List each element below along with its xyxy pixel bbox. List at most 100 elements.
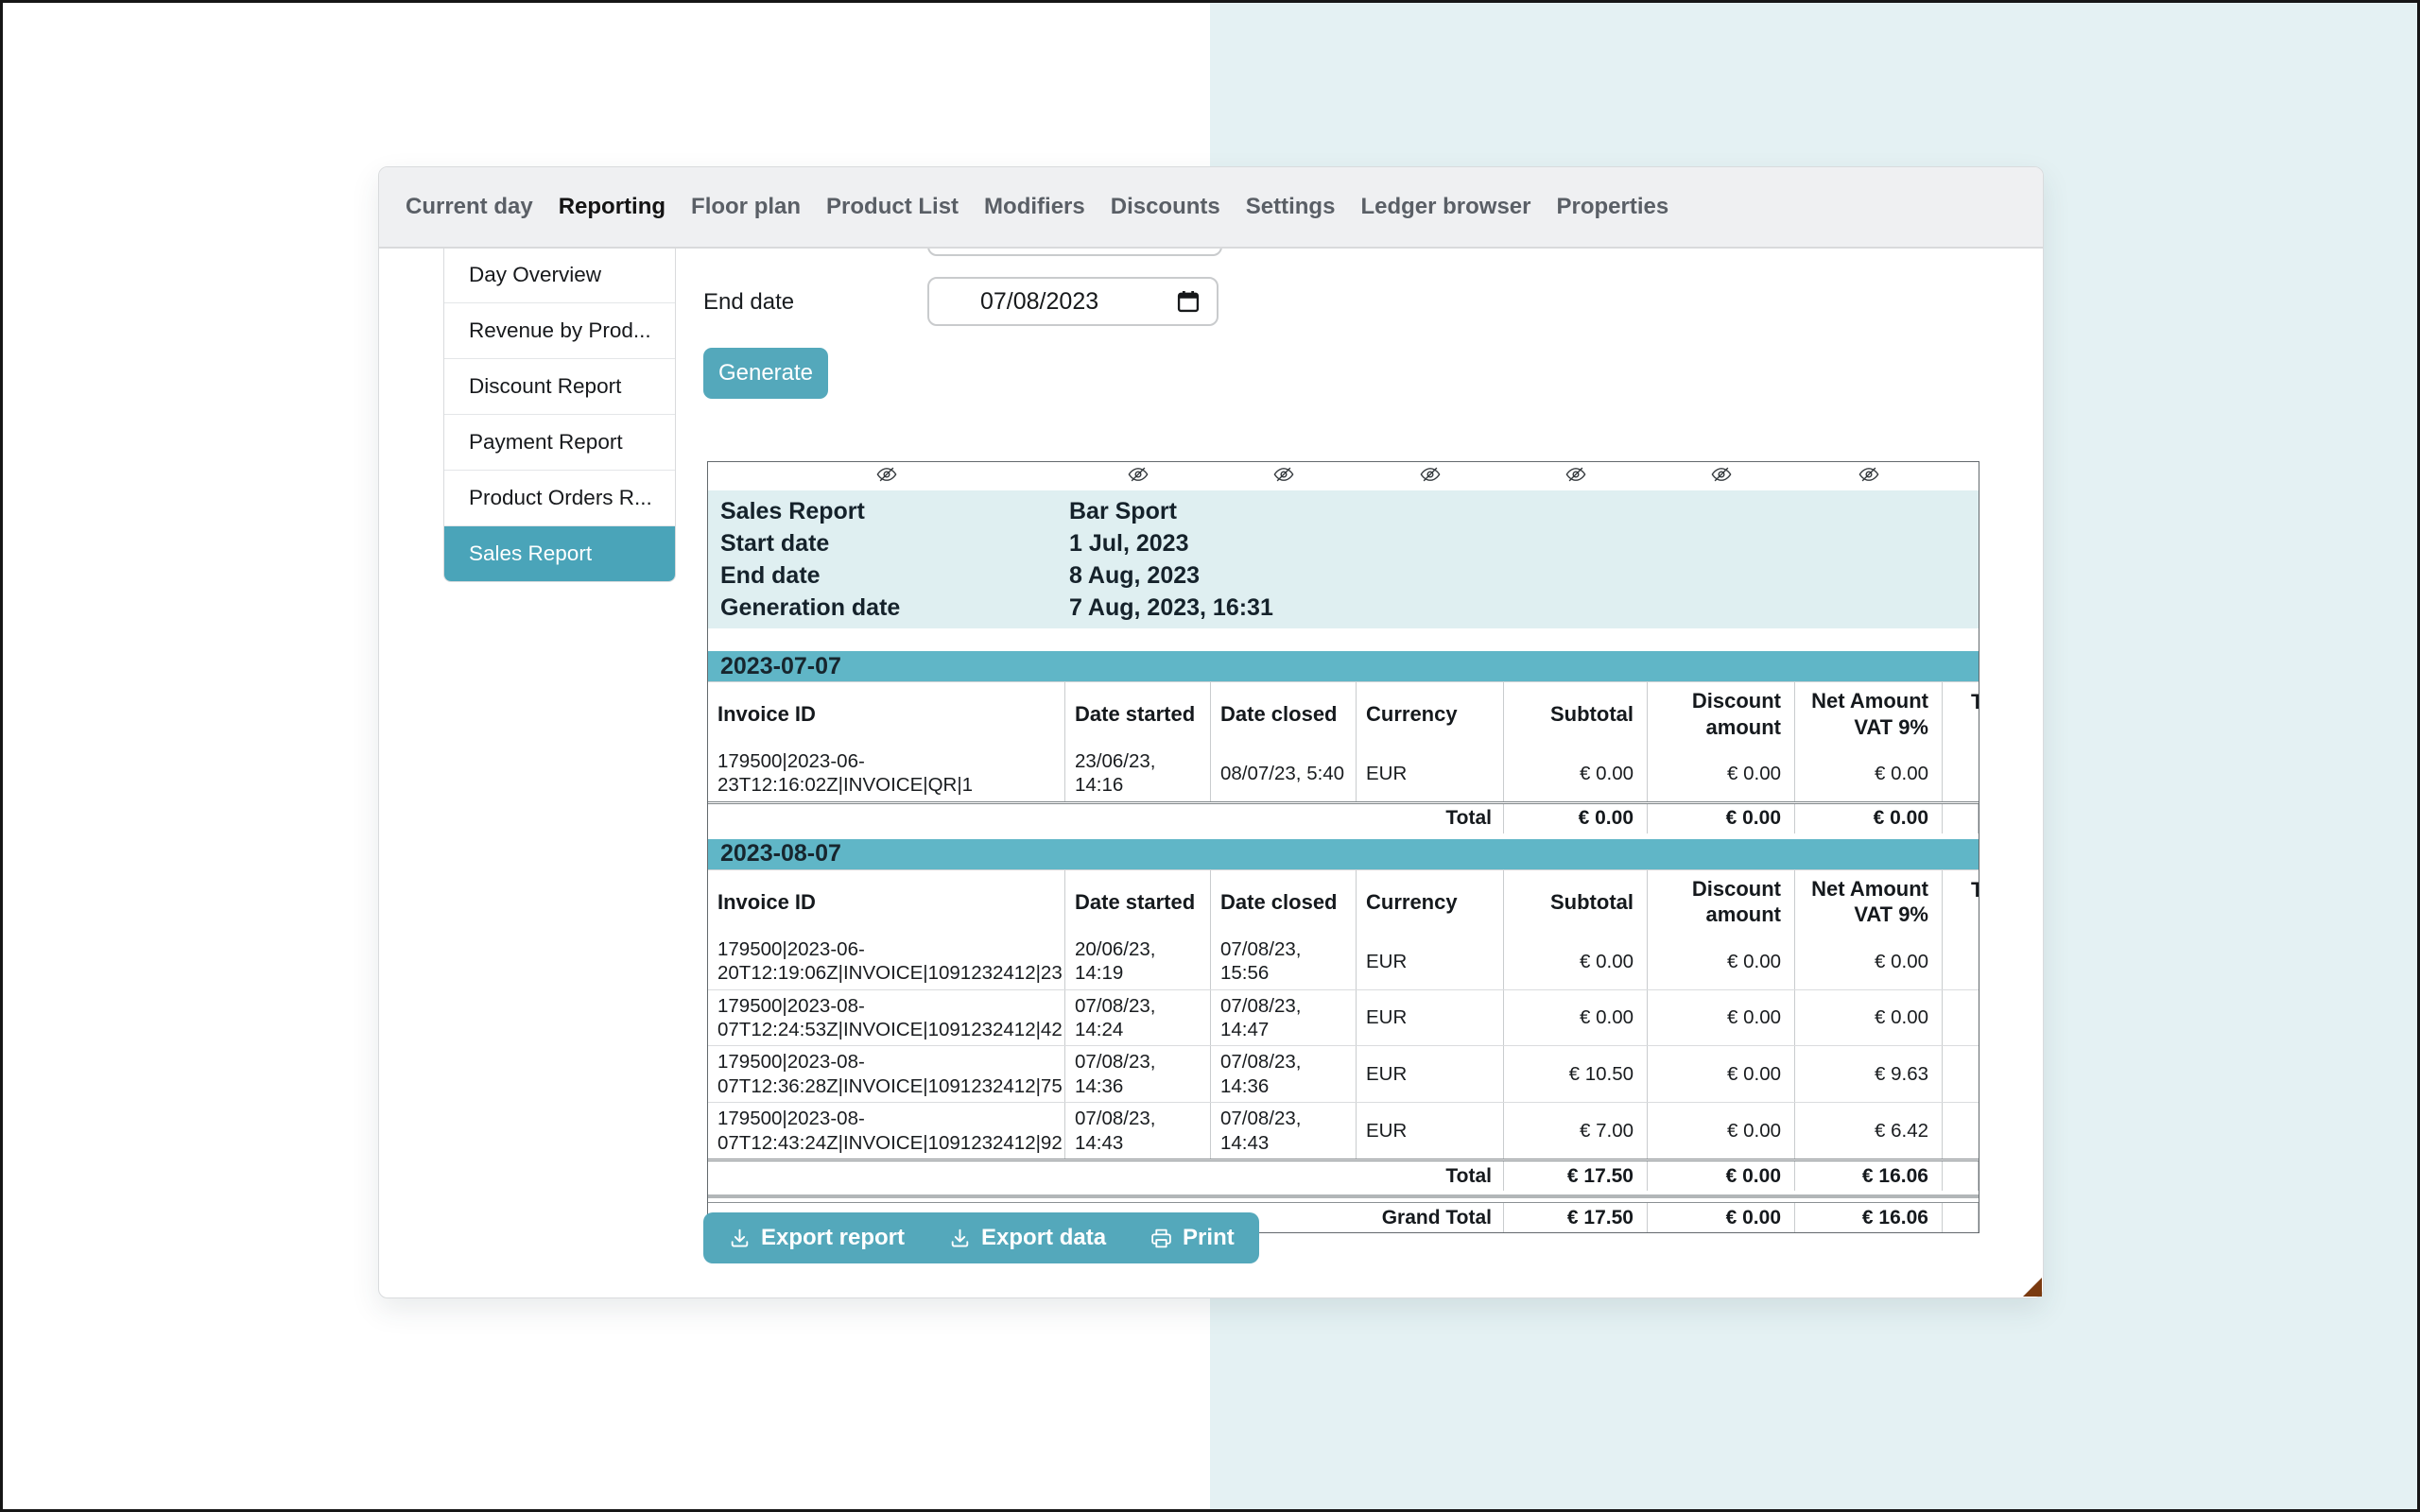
column-visibility-toggle-net-amount-vat-9[interactable] <box>1795 462 1943 490</box>
grand-total-discount: € 0.00 <box>1648 1203 1795 1233</box>
cell-clipped <box>1943 803 1979 833</box>
grand-total-row: Grand Total € 17.50 € 0.00 € 16.06 <box>708 1202 1979 1233</box>
column-header-currency: Currency <box>1357 869 1504 934</box>
nav-tab-discounts[interactable]: Discounts <box>1110 194 1220 219</box>
printer-icon <box>1151 1228 1171 1247</box>
cell-currency: EUR <box>1357 746 1504 801</box>
export-report-button[interactable]: Export report <box>728 1225 905 1251</box>
meta-row: Sales Report Bar Sport <box>708 495 1979 527</box>
nav-tab-product-list[interactable]: Product List <box>826 194 959 219</box>
cell-net: € 0.00 <box>1795 746 1943 801</box>
cell-started: 07/08/23, 14:24 <box>1065 989 1211 1046</box>
top-navigation: Current day Reporting Floor plan Product Li… <box>379 167 2043 249</box>
cell-subtotal: € 0.00 <box>1504 746 1648 801</box>
report-sidebar: Day Overview Revenue by Prod... Discount R… <box>443 233 676 582</box>
sidebar-item-sales-report[interactable]: Sales Report <box>444 526 675 581</box>
grand-total-label: Grand Total <box>708 1203 1504 1233</box>
generate-button[interactable]: Generate <box>703 348 828 399</box>
sales-report-table: Sales Report Bar Sport Start date 1 Jul, 20… <box>707 461 1979 1234</box>
meta-value: 1 Jul, 2023 <box>1069 529 1189 557</box>
meta-label: End date <box>720 561 821 589</box>
cell-subtotal: € 0.00 <box>1504 933 1648 989</box>
cell-currency: EUR <box>1357 933 1504 989</box>
column-visibility-toggle-date-started[interactable] <box>1065 462 1211 490</box>
total-discount: € 0.00 <box>1648 1161 1795 1192</box>
total-subtotal: € 0.00 <box>1504 803 1648 833</box>
eye-off-icon <box>1420 464 1441 490</box>
cell-clipped <box>1943 934 1979 989</box>
column-header-subtotal: Subtotal <box>1504 682 1648 746</box>
cell-discount: € 0.00 <box>1648 933 1795 989</box>
meta-label: Sales Report <box>720 497 865 524</box>
cell-clipped <box>1943 990 1979 1046</box>
total-subtotal: € 17.50 <box>1504 1161 1648 1192</box>
end-date-input[interactable]: 07/08/2023 <box>927 277 1219 326</box>
sidebar-item-discount-report[interactable]: Discount Report <box>444 359 675 415</box>
cell-currency: EUR <box>1357 1103 1504 1160</box>
invoice-row: 179500|2023-06- 23T12:16:02Z|INVOICE|QR|… <box>708 746 1979 801</box>
meta-value: Bar Sport <box>1069 497 1177 524</box>
column-header-currency: Currency <box>1357 682 1504 746</box>
nav-tab-ledger-browser[interactable]: Ledger browser <box>1360 194 1531 219</box>
sidebar-item-payment-report[interactable]: Payment Report <box>444 415 675 471</box>
column-header-invoice-id: Invoice ID <box>708 682 1065 746</box>
column-header-row: Invoice ID Date started Date closed Currenc… <box>708 682 1979 746</box>
grand-total-subtotal: € 17.50 <box>1504 1203 1648 1233</box>
cell-closed: 07/08/23, 14:36 <box>1211 1046 1357 1103</box>
section-date-band: 2023-08-07 <box>708 838 1979 870</box>
nav-tab-settings[interactable]: Settings <box>1245 194 1336 219</box>
cell-discount: € 0.00 <box>1648 989 1795 1046</box>
cell-net: € 6.42 <box>1795 1103 1943 1160</box>
column-header-net-amount-vat-9: Net Amount VAT 9% <box>1795 682 1943 746</box>
cell-clipped <box>1943 1203 1979 1233</box>
column-header-date-started: Date started <box>1065 682 1211 746</box>
cell-invoice: 179500|2023-06- 23T12:16:02Z|INVOICE|QR|… <box>708 746 1065 801</box>
eye-off-icon <box>1711 464 1732 490</box>
print-button[interactable]: Print <box>1150 1225 1235 1251</box>
cell-started: 23/06/23, 14:16 <box>1065 746 1211 801</box>
download-icon <box>951 1228 969 1246</box>
nav-tab-floor-plan[interactable]: Floor plan <box>691 194 802 219</box>
cell-closed: 07/08/23, 15:56 <box>1211 933 1357 989</box>
column-visibility-toggle-date-closed[interactable] <box>1211 462 1357 490</box>
nav-tab-modifiers[interactable]: Modifiers <box>984 194 1085 219</box>
cell-currency: EUR <box>1357 989 1504 1046</box>
cell-invoice: 179500|2023-08- 07T12:43:24Z|INVOICE|109… <box>708 1103 1065 1160</box>
sidebar-item-revenue-by-prod[interactable]: Revenue by Prod... <box>444 303 675 359</box>
app-window: Current day Reporting Floor plan Product Li… <box>378 166 2044 1298</box>
export-data-button[interactable]: Export data <box>948 1225 1106 1251</box>
calendar-icon[interactable] <box>1175 288 1201 315</box>
column-header-clipped: T <box>1943 682 1979 746</box>
nav-tab-properties[interactable]: Properties <box>1556 194 1669 219</box>
column-header-subtotal: Subtotal <box>1504 869 1648 934</box>
total-net: € 16.06 <box>1795 1161 1943 1192</box>
spacer <box>708 628 1979 651</box>
cell-clipped <box>1943 746 1979 801</box>
column-visibility-toggle-subtotal[interactable] <box>1504 462 1648 490</box>
cell-invoice: 179500|2023-08- 07T12:24:53Z|INVOICE|109… <box>708 989 1065 1046</box>
invoice-row: 179500|2023-06- 20T12:19:06Z|INVOICE|109… <box>708 933 1979 989</box>
grand-total-divider <box>708 1194 1979 1199</box>
invoice-row: 179500|2023-08- 07T12:43:24Z|INVOICE|109… <box>708 1102 1979 1160</box>
clipped-text: T <box>1971 690 1979 713</box>
column-visibility-toggle-invoice-id[interactable] <box>708 462 1065 490</box>
eye-off-icon <box>1128 464 1149 490</box>
end-date-value: 07/08/2023 <box>980 287 1099 315</box>
sidebar-item-product-orders-r[interactable]: Product Orders R... <box>444 471 675 526</box>
meta-row: End date 8 Aug, 2023 <box>708 559 1979 592</box>
cell-subtotal: € 7.00 <box>1504 1103 1648 1160</box>
eye-off-icon <box>1273 464 1294 490</box>
column-visibility-toggle-currency[interactable] <box>1357 462 1504 490</box>
total-label: Total <box>708 803 1504 833</box>
report-meta-block: Sales Report Bar Sport Start date 1 Jul, 20… <box>708 490 1979 628</box>
section-total-row: Total € 17.50 € 0.00 € 16.06 <box>708 1159 1979 1192</box>
column-header-discount-amount: Discount amount <box>1648 869 1795 934</box>
total-discount: € 0.00 <box>1648 803 1795 833</box>
column-visibility-toggle-discount-amount[interactable] <box>1648 462 1795 490</box>
nav-tab-current-day[interactable]: Current day <box>406 194 533 219</box>
nav-tab-reporting[interactable]: Reporting <box>558 194 666 219</box>
cell-clipped <box>1943 1161 1979 1192</box>
sidebar-item-day-overview[interactable]: Day Overview <box>444 248 675 303</box>
meta-value: 7 Aug, 2023, 16:31 <box>1069 593 1273 621</box>
